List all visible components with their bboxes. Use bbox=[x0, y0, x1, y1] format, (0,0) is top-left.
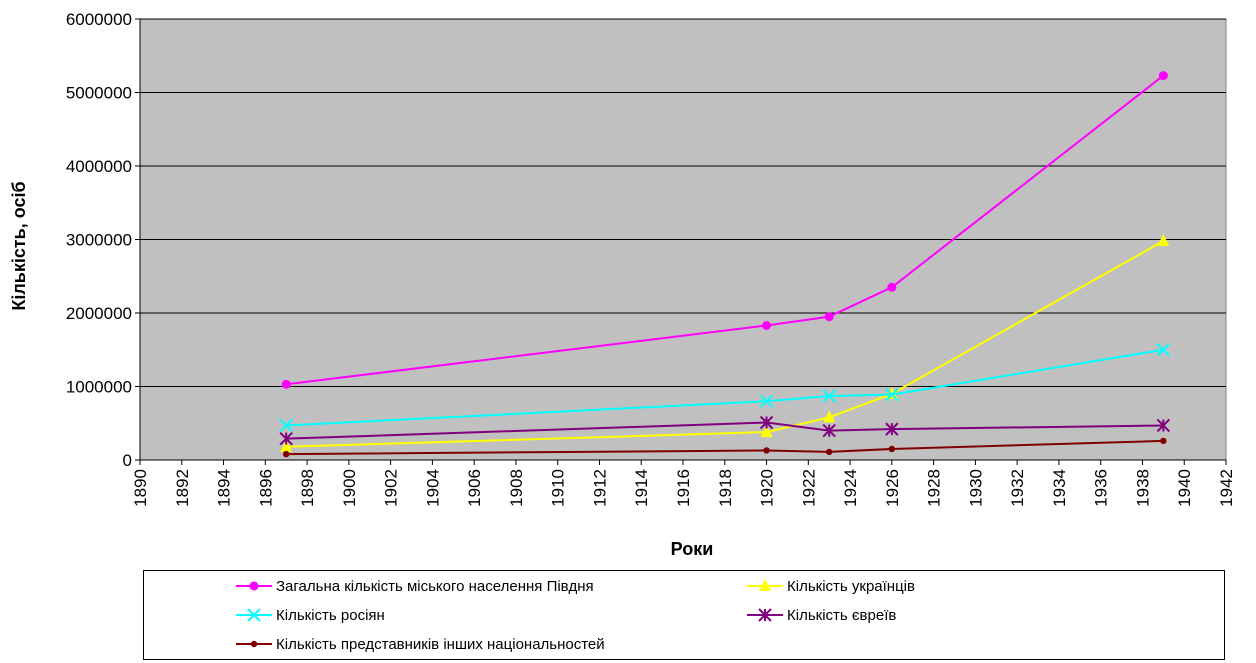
x-tick-label: 1936 bbox=[1092, 469, 1111, 507]
legend-item: Кількість євреїв bbox=[747, 604, 896, 626]
series-4 bbox=[282, 437, 1167, 458]
legend-label: Кількість росіян bbox=[276, 606, 385, 624]
series-3 bbox=[279, 415, 1171, 446]
legend-marker bbox=[250, 640, 258, 648]
data-point bbox=[885, 386, 898, 399]
x-tick-label: 1906 bbox=[465, 469, 484, 507]
legend-label: Кількість представників інших національн… bbox=[276, 635, 605, 653]
data-point bbox=[760, 425, 773, 438]
y-tick-label: 6000000 bbox=[66, 10, 132, 29]
legend-item: Кількість росіян bbox=[236, 604, 385, 626]
x-tick-label: 1926 bbox=[883, 469, 902, 507]
x-tick-label: 1932 bbox=[1008, 469, 1027, 507]
x-tick-label: 1896 bbox=[256, 469, 275, 507]
legend-item: Кількість представників інших національн… bbox=[236, 633, 605, 655]
x-tick-label: 1918 bbox=[716, 469, 735, 507]
series-1 bbox=[280, 233, 1170, 452]
data-point bbox=[823, 410, 836, 423]
data-point bbox=[824, 312, 834, 322]
data-point bbox=[885, 422, 899, 436]
series-0 bbox=[281, 71, 1168, 389]
x-tick-label: 1942 bbox=[1217, 469, 1236, 507]
data-point bbox=[1158, 71, 1168, 81]
legend-swatch-icon bbox=[747, 608, 783, 622]
legend-label: Кількість українців bbox=[787, 577, 915, 595]
data-point bbox=[282, 450, 290, 458]
x-tick-label: 1904 bbox=[423, 469, 442, 507]
y-tick-label: 4000000 bbox=[66, 157, 132, 176]
x-tick-label: 1934 bbox=[1050, 469, 1069, 507]
data-point bbox=[1156, 343, 1171, 357]
data-point bbox=[1160, 437, 1167, 445]
x-axis-title: Роки bbox=[671, 539, 714, 559]
series-2 bbox=[279, 343, 1171, 433]
x-tick-label: 1912 bbox=[590, 469, 609, 507]
y-tick-label: 0 bbox=[123, 451, 132, 470]
x-tick-label: 1902 bbox=[382, 469, 401, 507]
x-tick-label: 1922 bbox=[799, 469, 818, 507]
x-tick-label: 1890 bbox=[131, 469, 150, 507]
legend-swatch-icon bbox=[236, 608, 272, 622]
x-tick-label: 1940 bbox=[1175, 469, 1194, 507]
x-tick-label: 1938 bbox=[1133, 469, 1152, 507]
data-point bbox=[825, 448, 833, 456]
y-axis-title: Кількість, осіб bbox=[9, 181, 29, 310]
x-tick-label: 1924 bbox=[841, 469, 860, 507]
x-tick-label: 1914 bbox=[632, 469, 651, 507]
legend-item: Загальна кількість міського населення Пі… bbox=[236, 575, 594, 597]
legend-swatch-icon bbox=[747, 579, 783, 591]
data-point bbox=[763, 447, 770, 454]
x-tick-label: 1892 bbox=[173, 469, 192, 507]
legend-marker bbox=[249, 581, 259, 591]
legend-swatch-icon bbox=[236, 581, 272, 591]
data-point bbox=[762, 320, 772, 330]
legend-label: Загальна кількість міського населення Пі… bbox=[276, 577, 594, 595]
x-tick-label: 1908 bbox=[507, 469, 526, 507]
y-tick-label: 2000000 bbox=[66, 304, 132, 323]
data-point bbox=[822, 389, 836, 403]
data-point bbox=[1157, 233, 1170, 246]
data-point bbox=[888, 445, 896, 453]
legend-swatch-icon bbox=[236, 640, 272, 648]
x-tick-label: 1930 bbox=[966, 469, 985, 507]
x-tick-label: 1920 bbox=[758, 469, 777, 507]
legend-label: Кількість євреїв bbox=[787, 606, 897, 624]
x-tick-label: 1900 bbox=[340, 469, 359, 507]
data-point bbox=[887, 282, 897, 292]
legend-item: Кількість українців bbox=[747, 575, 915, 597]
legend-marker bbox=[247, 608, 261, 622]
y-tick-label: 5000000 bbox=[66, 84, 132, 103]
y-tick-label: 3000000 bbox=[66, 231, 132, 250]
data-point bbox=[759, 415, 774, 430]
data-point bbox=[822, 423, 836, 438]
x-tick-label: 1898 bbox=[298, 469, 317, 507]
data-point bbox=[1156, 418, 1171, 433]
data-point bbox=[885, 387, 899, 402]
data-point bbox=[279, 431, 293, 446]
x-tick-label: 1894 bbox=[215, 469, 234, 507]
data-point bbox=[281, 379, 291, 389]
legend: Загальна кількість міського населення Пі… bbox=[143, 570, 1225, 660]
data-point bbox=[759, 394, 774, 408]
x-tick-label: 1910 bbox=[549, 469, 568, 507]
y-tick-label: 1000000 bbox=[66, 378, 132, 397]
legend-marker bbox=[758, 608, 772, 622]
data-point bbox=[280, 439, 293, 452]
x-tick-label: 1928 bbox=[925, 469, 944, 507]
data-point bbox=[279, 418, 293, 433]
x-tick-label: 1916 bbox=[674, 469, 693, 507]
line-chart: 0 1000000 2000000 3000000 4000000 5000000 6000… bbox=[9, 10, 1236, 559]
legend-marker bbox=[759, 579, 771, 591]
